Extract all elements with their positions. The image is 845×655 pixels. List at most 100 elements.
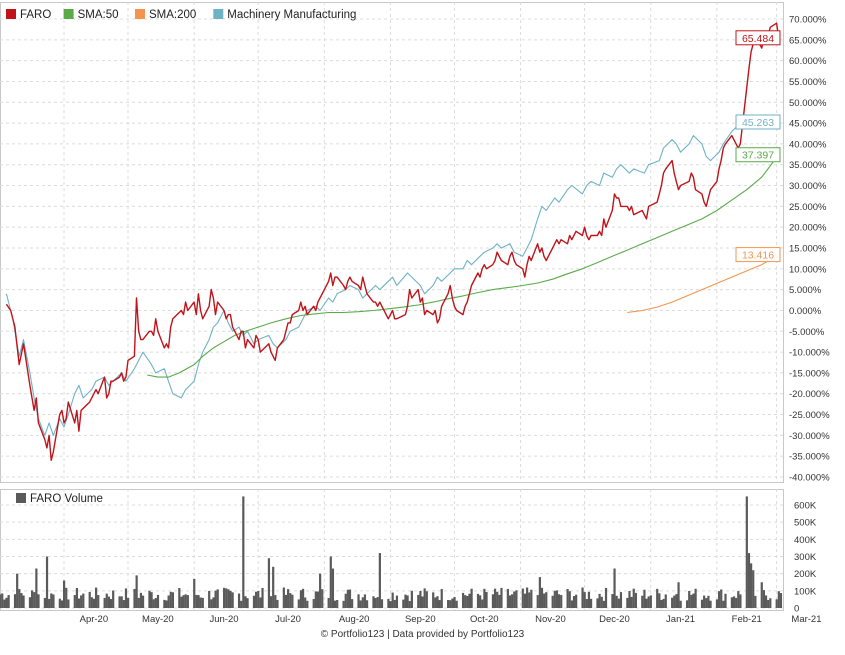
volume-panel xyxy=(0,489,784,611)
volume-bar xyxy=(304,597,307,608)
volume-bar xyxy=(432,592,435,608)
end-label: 37.397 xyxy=(742,150,774,162)
volume-bar xyxy=(406,595,409,608)
volume-bar xyxy=(739,594,742,608)
end-label: 65.484 xyxy=(742,33,774,45)
y-tick-label: 45.000% xyxy=(789,119,827,130)
volume-bar xyxy=(769,598,772,608)
volume-bar xyxy=(688,590,691,608)
volume-bar xyxy=(732,596,736,608)
volume-bar xyxy=(451,598,454,608)
volume-bar xyxy=(333,600,337,608)
volume-bar xyxy=(28,597,32,608)
end-label-box xyxy=(735,147,781,163)
end-label: 13.416 xyxy=(742,250,774,262)
volume-bar xyxy=(58,598,61,608)
y-tick-label: 30.000% xyxy=(789,181,827,192)
volume-bar xyxy=(387,598,390,608)
volume-bar xyxy=(540,587,544,608)
volume-bar xyxy=(690,594,693,608)
volume-bar xyxy=(306,600,309,608)
price-panel xyxy=(0,2,784,483)
volume-bar xyxy=(212,597,215,608)
legend-swatch xyxy=(6,9,16,19)
volume-bar xyxy=(656,588,659,608)
volume-bar xyxy=(182,595,185,608)
volume-bar xyxy=(589,598,593,608)
x-tick-label: Jul-20 xyxy=(275,614,301,625)
volume-bar xyxy=(92,598,96,608)
volume-bar xyxy=(671,597,674,608)
y-tick-label: 200K xyxy=(794,569,817,580)
volume-bar xyxy=(31,590,34,608)
volume-bar xyxy=(643,589,646,608)
volume-bar xyxy=(150,592,153,608)
volume-bar xyxy=(282,587,285,608)
volume-bar xyxy=(60,600,64,608)
volume-bar xyxy=(421,596,424,608)
volume-bar xyxy=(619,592,623,608)
volume-bar xyxy=(479,595,482,608)
volume-bar xyxy=(237,593,241,608)
volume-bar xyxy=(737,591,740,608)
volume-bar xyxy=(700,599,704,608)
volume-bar xyxy=(244,596,247,608)
volume-bar xyxy=(16,573,19,608)
volume-bar xyxy=(626,597,629,608)
volume-bar xyxy=(65,587,68,608)
x-tick-label: Jan-21 xyxy=(666,614,695,625)
volume-bar xyxy=(470,588,473,608)
volume-bar xyxy=(735,597,738,608)
volume-bar xyxy=(242,496,245,608)
volume-bar xyxy=(344,593,347,608)
x-axis: Apr-20 May-20 Jun-20 Jul-20 Aug-20 Sep-20 Oct-… xyxy=(80,614,822,625)
volume-bar xyxy=(361,597,364,608)
y-tick-label: 55.000% xyxy=(789,77,827,88)
volume-bar xyxy=(523,593,527,608)
end-labels: 65.484 37.397 13.416 45.263 xyxy=(735,30,781,263)
volume-bar xyxy=(118,596,121,608)
volume-bar xyxy=(600,596,603,608)
volume-bar xyxy=(679,600,682,608)
volume-bar xyxy=(496,591,499,608)
volume-bar xyxy=(171,592,175,608)
volume-bar xyxy=(455,600,458,608)
volume-bar xyxy=(331,568,335,608)
x-tick-label: May-20 xyxy=(142,614,174,625)
volume-bar xyxy=(3,599,6,608)
volume-bar xyxy=(163,599,166,608)
volume-bar xyxy=(20,593,23,608)
volume-bar xyxy=(658,593,661,608)
volume-bar xyxy=(423,588,426,608)
volume-bar xyxy=(223,587,226,608)
volume-bar xyxy=(216,589,219,608)
volume-bar xyxy=(583,592,586,608)
volume-bar xyxy=(289,593,292,608)
volume-bar xyxy=(675,594,678,608)
x-tick-label: Feb-21 xyxy=(732,614,762,625)
volume-bar xyxy=(493,588,497,608)
volume-bar xyxy=(152,599,155,608)
volume-bar xyxy=(775,599,778,608)
legend-swatch xyxy=(135,9,145,19)
volume-bar xyxy=(581,587,584,608)
volume-bar xyxy=(229,590,232,608)
volume-bar xyxy=(447,599,450,608)
volume-bar xyxy=(109,599,113,608)
volume-bar xyxy=(425,591,428,608)
volume-bar xyxy=(5,597,8,608)
volume-bar xyxy=(255,591,258,608)
volume-bar xyxy=(90,597,93,608)
y-tick-label: 15.000% xyxy=(789,244,827,255)
volume-bar xyxy=(617,598,620,608)
volume-bar xyxy=(291,594,294,608)
volume-bar xyxy=(508,595,512,608)
volume-bar xyxy=(404,594,407,608)
volume-bar xyxy=(530,589,533,608)
volume-bar xyxy=(301,588,305,608)
footer-credit: © Portfolio123 | Data provided by Portfo… xyxy=(320,629,525,640)
y-tick-label: 70.000% xyxy=(789,15,827,26)
x-tick-label: Oct-20 xyxy=(470,614,499,625)
volume-bar xyxy=(762,590,765,608)
